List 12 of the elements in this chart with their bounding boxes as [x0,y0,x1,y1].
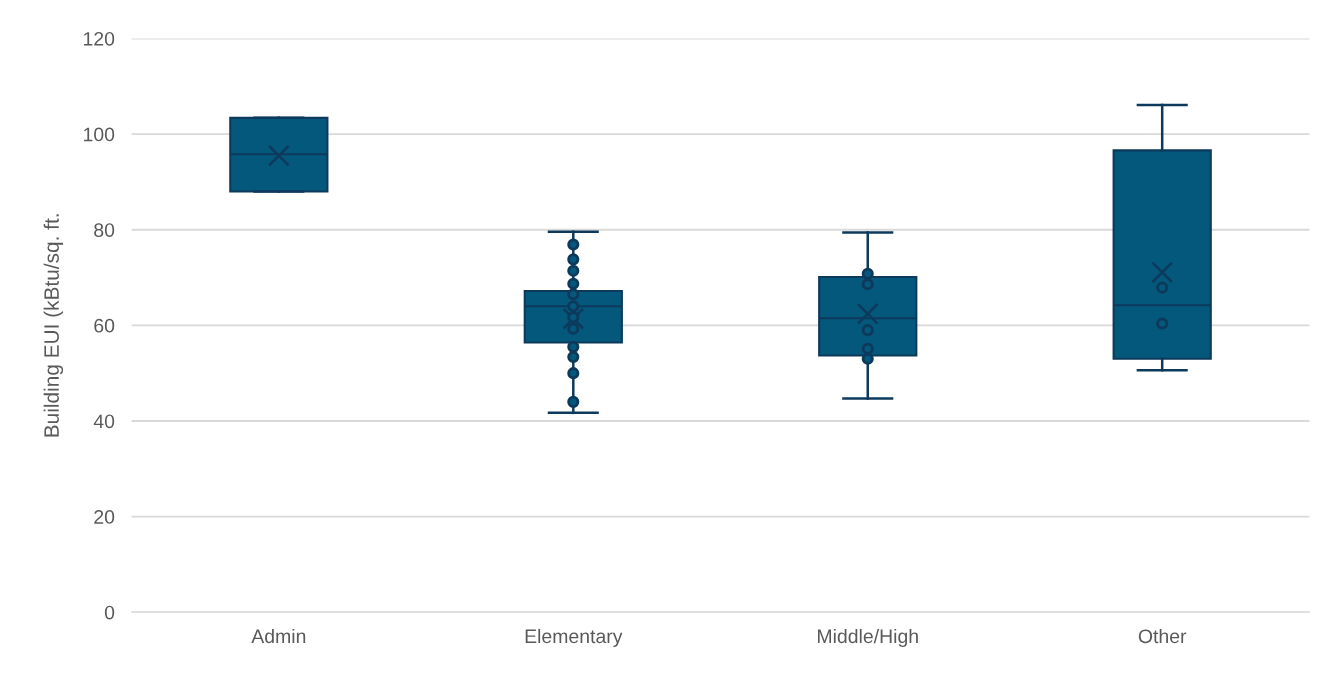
y-tick-label: 0 [104,605,115,620]
x-tick-label: Middle/High [818,628,918,648]
y-tick-label: 60 [94,318,115,333]
x-tick-label: Admin [251,628,306,644]
y-tick-label: 100 [83,127,115,142]
y-axis-title: Building EUI (kBtu/sq. ft. [43,214,64,437]
x-tick-label: Other [1138,628,1187,644]
y-tick-label: 80 [94,223,115,237]
y-tick-label: 120 [83,31,115,46]
y-tick-label: 40 [93,414,115,429]
y-tick-label: 20 [94,510,115,524]
x-tick-label: Elementary [525,628,623,648]
